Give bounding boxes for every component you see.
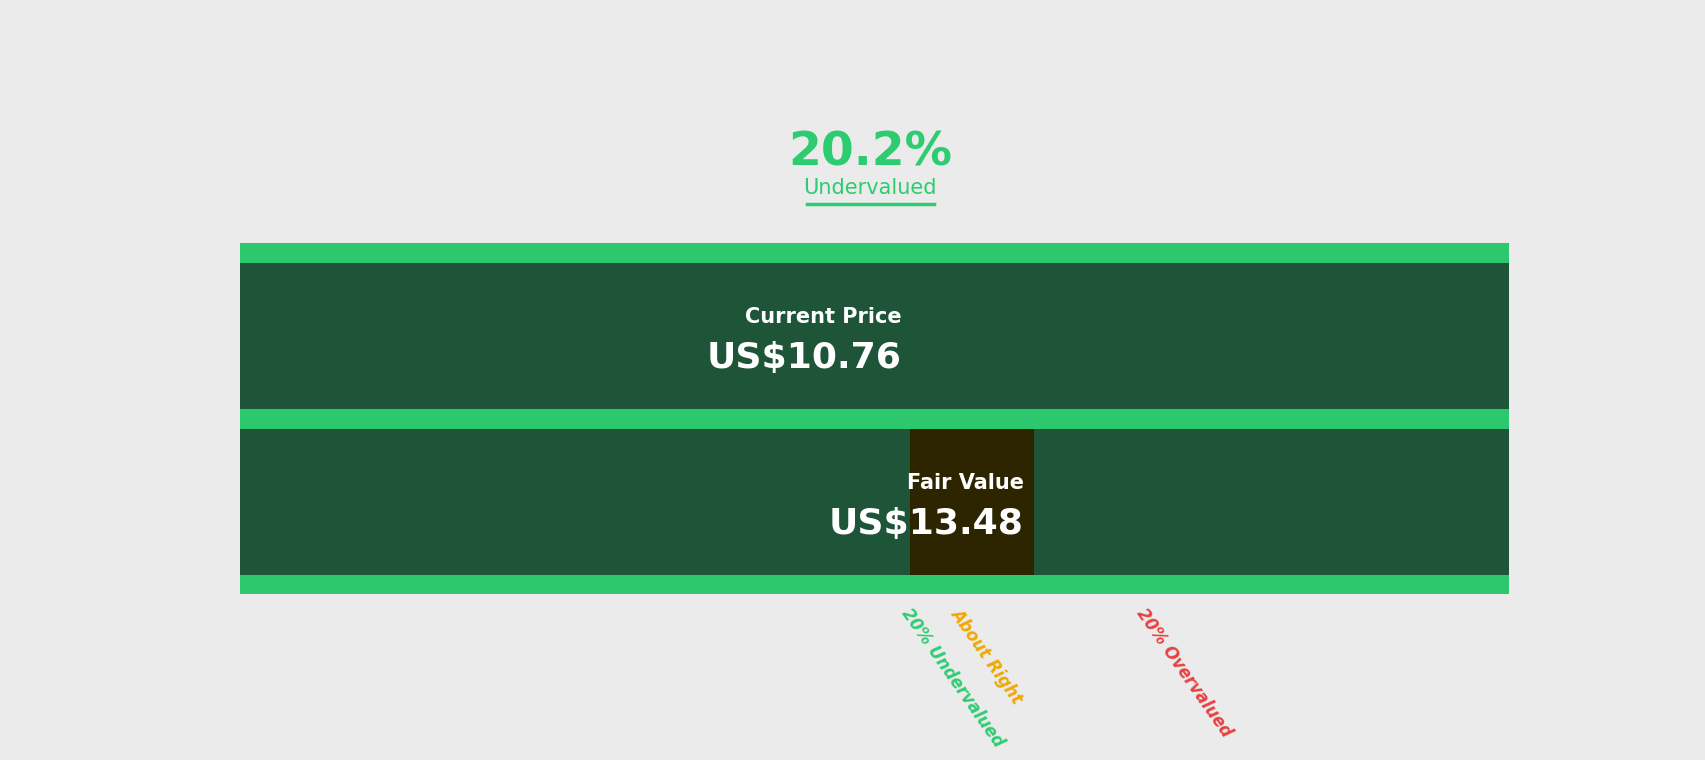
- Bar: [239, 409, 1509, 429]
- Bar: [909, 429, 1033, 575]
- Text: About Right: About Right: [946, 605, 1026, 707]
- Bar: [239, 575, 1509, 594]
- Bar: [239, 243, 912, 594]
- Text: US$10.76: US$10.76: [706, 341, 902, 375]
- Bar: [997, 243, 1161, 594]
- Bar: [239, 429, 1509, 575]
- Bar: [239, 263, 1509, 409]
- Text: 20% Undervalued: 20% Undervalued: [897, 605, 1006, 751]
- Text: US$13.48: US$13.48: [829, 507, 1023, 541]
- Text: Current Price: Current Price: [745, 307, 902, 327]
- Text: 20.2%: 20.2%: [788, 130, 951, 175]
- Text: 20% Overvalued: 20% Overvalued: [1132, 605, 1234, 741]
- Text: Undervalued: Undervalued: [803, 178, 936, 198]
- Bar: [239, 243, 1509, 263]
- Bar: [1161, 243, 1509, 594]
- Text: Fair Value: Fair Value: [905, 473, 1023, 492]
- Bar: [912, 243, 997, 594]
